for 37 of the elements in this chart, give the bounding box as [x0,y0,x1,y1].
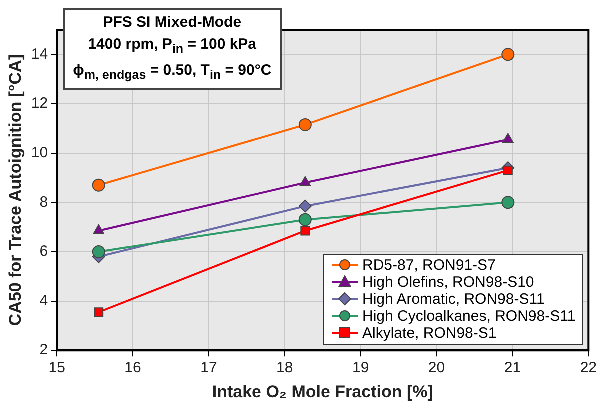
legend-label: RD5-87, RON91-S7 [362,256,496,274]
legend-label: High Aromatic, RON98-S11 [362,290,545,308]
point [298,118,312,132]
legend-label: High Cycloalkanes, RON98-S11 [362,308,576,325]
point [300,226,310,236]
y-tick-label: 12 [31,95,48,112]
y-tick-label: 14 [31,46,48,63]
point [300,176,312,186]
y-tick-label: 6 [40,243,48,260]
x-axis-title: Intake O₂ Mole Fraction [%] [212,382,434,402]
annotation: PFS SI Mixed-Mode [102,13,243,33]
y-axis-title: CA50 for Trace Autoignition [°CA] [6,54,25,326]
x-tick-label: 19 [352,360,370,377]
annotation: 1400 rpm, P$_{in}$ = 100 kPa [87,35,258,58]
legend-label: Alkylate, RON98-S1 [362,324,497,342]
x-tick-label: 16 [124,360,142,377]
x-tick-label: 18 [276,360,294,377]
point [92,178,106,192]
x-tick-label: 22 [580,360,597,377]
point [503,166,513,176]
x-tick-label: 20 [428,360,446,377]
point [94,308,104,318]
y-tick-label: 8 [40,194,48,211]
y-tick-label: 10 [31,144,48,162]
point [298,213,312,226]
y-tick-label: 2 [40,342,48,359]
x-tick-label: 21 [504,360,522,377]
legend-label: High Olefins, RON98-S10 [362,274,534,291]
point [502,196,515,210]
annotation: ϕ$_{m, endgas}$ = 0.50, T$_{in}$ = 90°C [73,61,272,84]
point [502,48,515,62]
x-tick-label: 15 [48,360,66,377]
point [298,200,312,213]
point [92,245,106,258]
x-tick-label: 17 [200,360,218,377]
y-tick-label: 4 [40,292,48,310]
point [502,133,514,144]
